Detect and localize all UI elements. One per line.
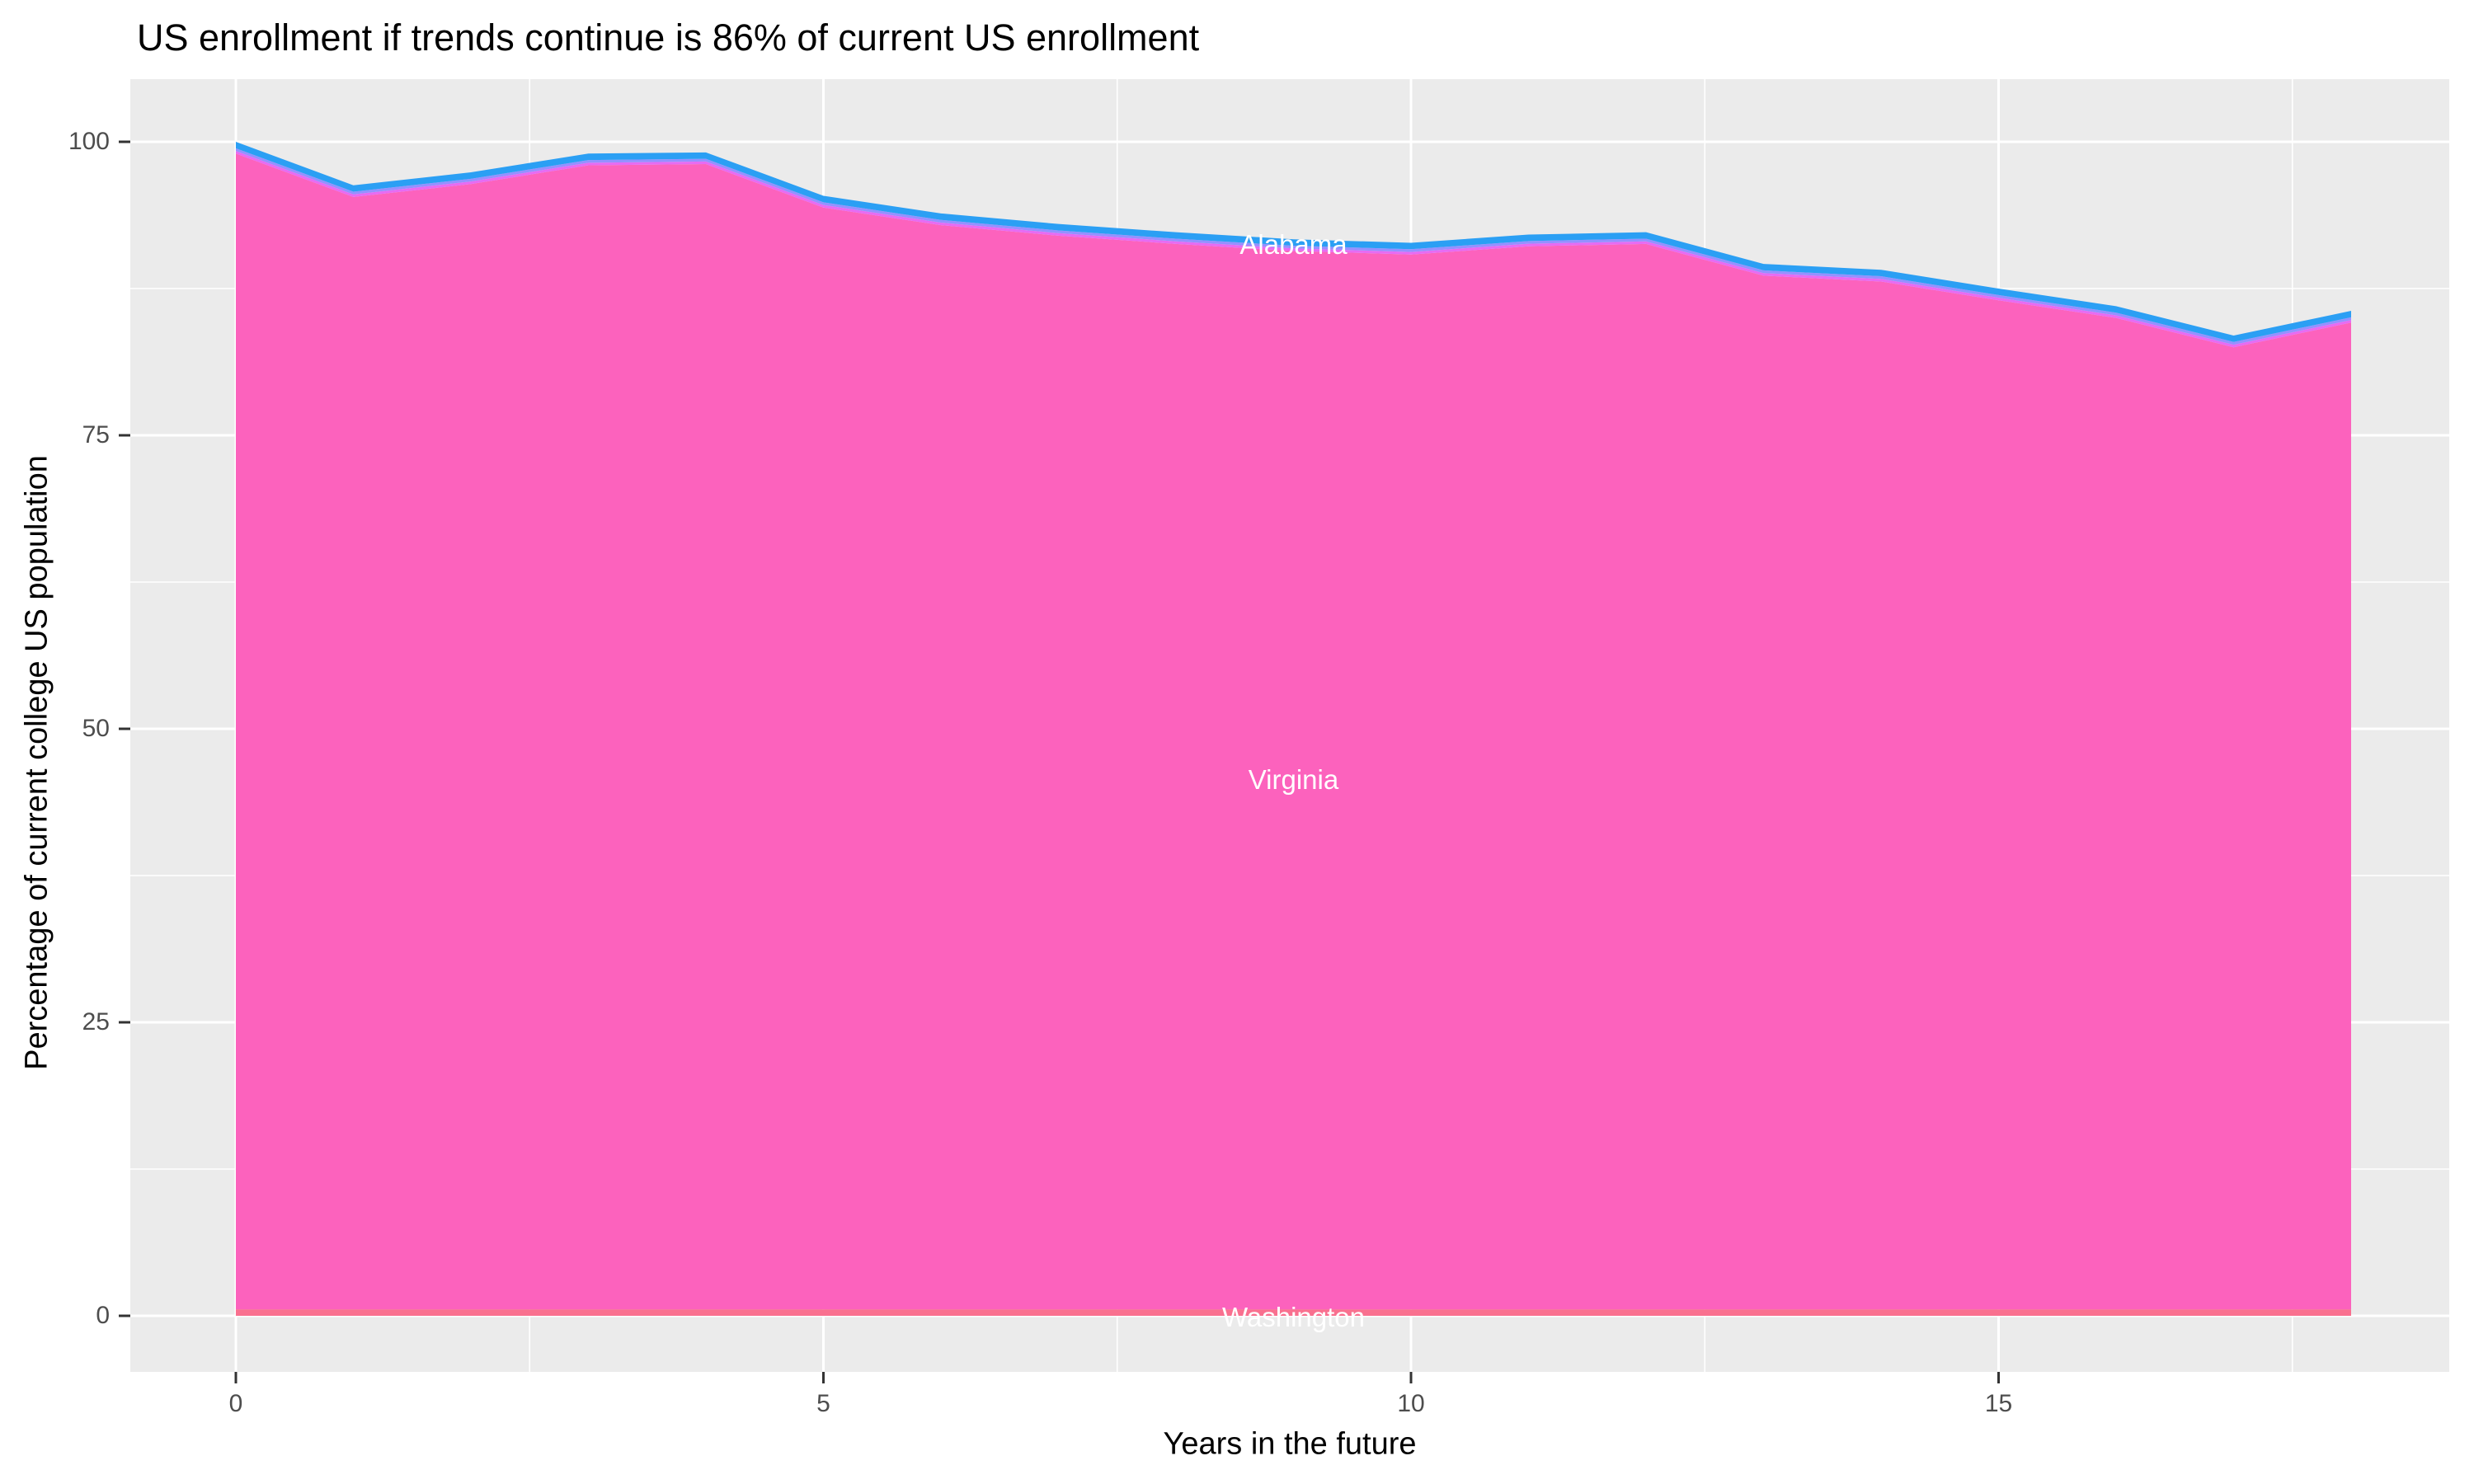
x-tick-label-10: 10 bbox=[1397, 1390, 1425, 1417]
x-tick-label-5: 5 bbox=[816, 1390, 830, 1417]
y-tick-label-75: 75 bbox=[82, 421, 110, 448]
chart-title: US enrollment if trends continue is 86% … bbox=[137, 16, 1200, 59]
x-tick-label-15: 15 bbox=[1984, 1390, 2013, 1417]
y-tick-label-100: 100 bbox=[68, 128, 110, 155]
area-washington bbox=[236, 1309, 2351, 1316]
area-alabama bbox=[236, 142, 2351, 342]
area-label-virginia: Virginia bbox=[1248, 763, 1339, 795]
area-label-alabama: Alabama bbox=[1239, 229, 1348, 261]
area-unlabeled-thin-band-upper bbox=[236, 148, 2351, 345]
area-label-washington: Washington bbox=[1221, 1301, 1366, 1332]
y-axis-title: Percentage of current college US populat… bbox=[19, 455, 54, 1070]
area-unlabeled-thin-band-lower bbox=[236, 151, 2351, 348]
y-tick-label-25: 25 bbox=[82, 1008, 110, 1036]
y-tick-label-0: 0 bbox=[96, 1302, 110, 1329]
x-axis-title: Years in the future bbox=[1163, 1426, 1417, 1462]
area-virginia bbox=[236, 153, 2351, 1310]
y-tick-label-50: 50 bbox=[82, 715, 110, 742]
x-tick-label-0: 0 bbox=[228, 1390, 243, 1417]
